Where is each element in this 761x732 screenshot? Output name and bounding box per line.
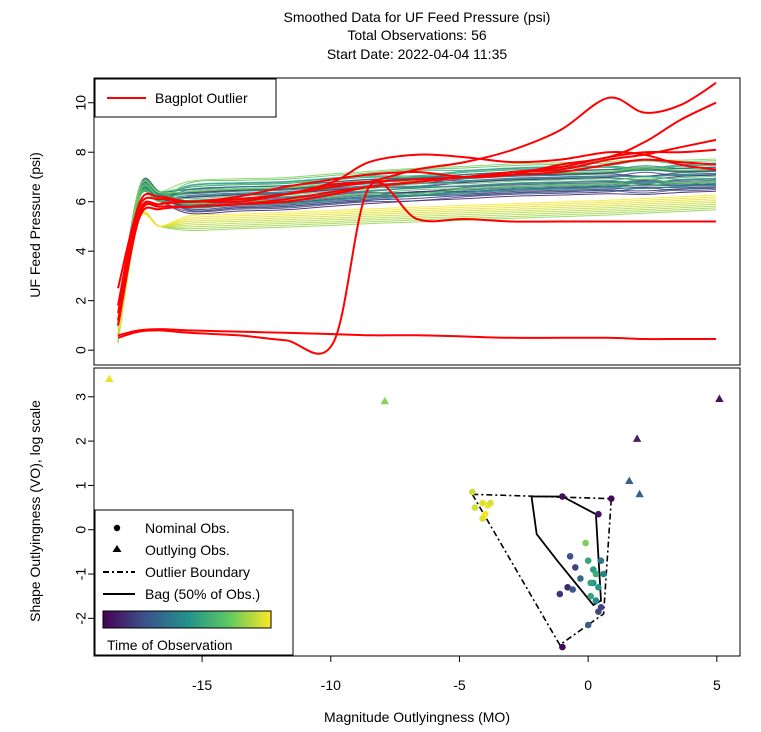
top-y-tick-label: 0 bbox=[73, 346, 89, 354]
legend-boundary-label: Outlier Boundary bbox=[145, 564, 250, 580]
bottom-y-axis-label: Shape Outlyingness (VO), log scale bbox=[27, 400, 43, 622]
bottom-x-tick-label: 0 bbox=[584, 677, 592, 693]
nominal-point bbox=[592, 570, 600, 578]
outlier-curve bbox=[117, 180, 716, 355]
outlying-point bbox=[380, 396, 389, 405]
nominal-point bbox=[597, 557, 605, 564]
outlying-point bbox=[625, 476, 634, 484]
top-legend: Bagplot Outlier bbox=[94, 78, 277, 118]
outlier-curve bbox=[117, 328, 716, 341]
nominal-point bbox=[572, 564, 579, 571]
nominal-point bbox=[584, 621, 592, 629]
nominal-curve bbox=[117, 170, 717, 343]
top-panel-frame bbox=[93, 77, 741, 366]
colorbar-label: Time of Observation bbox=[107, 637, 233, 653]
outlying-point bbox=[632, 434, 642, 442]
nominal-point bbox=[592, 597, 600, 604]
nominal-point bbox=[556, 590, 564, 598]
outlying-point bbox=[715, 394, 724, 402]
scatter-layer bbox=[105, 374, 724, 651]
legend-bag-label: Bag (50% of Obs.) bbox=[145, 586, 260, 602]
nominal-curve bbox=[117, 190, 717, 321]
nominal-curve bbox=[117, 194, 717, 328]
nominal-point bbox=[471, 504, 479, 511]
top-y-tick-label: 6 bbox=[73, 198, 89, 206]
nominal-curve bbox=[117, 209, 717, 314]
legend-triangle-symbol bbox=[112, 545, 122, 552]
top-y-axis-label: UF Feed Pressure (psi) bbox=[27, 152, 43, 297]
nominal-point bbox=[595, 584, 602, 591]
nominal-point bbox=[566, 553, 574, 560]
nominal-point bbox=[582, 539, 589, 547]
chart-title-line3: Start Date: 2022-04-04 11:35 bbox=[327, 46, 508, 62]
bottom-x-tick-label: -15 bbox=[192, 677, 212, 693]
top-y-tick-label: 2 bbox=[73, 297, 89, 305]
outlier-boundary bbox=[471, 493, 613, 647]
nominal-point bbox=[584, 557, 592, 564]
nominal-point bbox=[587, 579, 594, 587]
nominal-point bbox=[479, 515, 486, 522]
bottom-y-tick-label: 2 bbox=[73, 437, 89, 445]
nominal-point bbox=[595, 608, 602, 615]
outlier-curve bbox=[117, 150, 717, 326]
legend-outlying-label: Outlying Obs. bbox=[145, 542, 230, 558]
nominal-curve bbox=[117, 200, 717, 314]
bottom-legend-box bbox=[94, 509, 294, 656]
legend-outlier-label: Bagplot Outlier bbox=[155, 90, 248, 106]
chart-title-line1: Smoothed Data for UF Feed Pressure (psi) bbox=[284, 9, 551, 25]
bottom-y-tick-label: 1 bbox=[73, 481, 89, 489]
legend-circle-symbol bbox=[113, 524, 121, 532]
nominal-point bbox=[608, 495, 615, 503]
bottom-x-tick-label: -10 bbox=[321, 677, 341, 693]
bottom-y-tick-label: 3 bbox=[73, 393, 89, 401]
nominal-curve bbox=[117, 169, 717, 336]
bottom-y-tick-label: -1 bbox=[73, 568, 89, 581]
nominal-curve bbox=[117, 178, 717, 336]
outlying-point bbox=[635, 489, 644, 498]
legend-nominal-label: Nominal Obs. bbox=[145, 520, 230, 536]
nominal-point bbox=[479, 499, 486, 507]
bottom-x-tick-label: -5 bbox=[453, 677, 466, 693]
outlying-point bbox=[105, 374, 114, 383]
bottom-y-tick-label: 0 bbox=[73, 526, 89, 534]
nominal-point bbox=[564, 584, 571, 591]
bottom-x-tick-label: 5 bbox=[713, 677, 721, 693]
nominal-point bbox=[487, 499, 494, 507]
chart-title-line2: Total Observations: 56 bbox=[347, 27, 487, 43]
nominal-curve bbox=[117, 158, 717, 321]
nominal-point bbox=[569, 586, 576, 593]
outlier-curve bbox=[117, 82, 717, 289]
curve-layer bbox=[117, 82, 717, 355]
bottom-y-tick-label: -2 bbox=[73, 612, 89, 625]
bottom-legend: Nominal Obs. Outlying Obs. Outlier Bound… bbox=[94, 509, 294, 656]
nominal-point bbox=[469, 488, 476, 496]
nominal-point bbox=[559, 643, 566, 651]
nominal-curve bbox=[117, 196, 717, 336]
colorbar bbox=[102, 610, 272, 629]
top-y-tick-label: 4 bbox=[73, 247, 89, 255]
nominal-point bbox=[559, 493, 566, 500]
bottom-x-axis-label: Magnitude Outlyingness (MO) bbox=[324, 709, 510, 725]
nominal-point bbox=[587, 592, 594, 600]
nominal-point bbox=[600, 570, 607, 578]
top-y-tick-label: 8 bbox=[73, 148, 89, 156]
nominal-point bbox=[595, 510, 602, 518]
nominal-curve bbox=[117, 207, 717, 343]
top-y-tick-label: 10 bbox=[73, 95, 89, 111]
nominal-curve bbox=[117, 205, 717, 336]
bottom-panel-frame bbox=[93, 367, 741, 657]
nominal-point bbox=[577, 575, 584, 582]
